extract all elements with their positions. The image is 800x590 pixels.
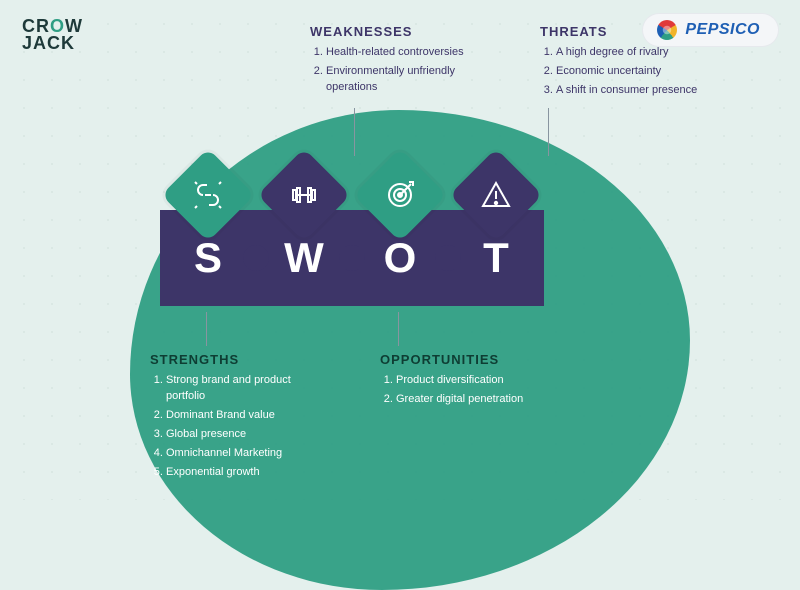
list-item: Exponential growth bbox=[166, 465, 330, 481]
weaknesses-section: WEAKNESSES Health-related controversies E… bbox=[310, 24, 490, 99]
list-item: Dominant Brand value bbox=[166, 408, 330, 424]
weaknesses-list: Health-related controversies Environmenta… bbox=[310, 45, 490, 96]
piece-o: O bbox=[352, 210, 448, 306]
list-item: Omnichannel Marketing bbox=[166, 446, 330, 462]
list-item: Strong brand and product portfolio bbox=[166, 373, 330, 405]
list-item: Greater digital penetration bbox=[396, 392, 523, 408]
list-item: Economic uncertainty bbox=[556, 64, 697, 80]
strengths-list: Strong brand and product portfolio Domina… bbox=[150, 373, 330, 481]
opportunities-list: Product diversification Greater digital p… bbox=[380, 373, 523, 408]
opportunities-title: OPPORTUNITIES bbox=[380, 352, 523, 367]
swot-puzzle-row: S W O bbox=[160, 210, 544, 306]
opportunities-section: OPPORTUNITIES Product diversification Gre… bbox=[380, 352, 523, 411]
letter-s: S bbox=[194, 234, 222, 282]
weaknesses-title: WEAKNESSES bbox=[310, 24, 490, 39]
logo-line2: JACK bbox=[22, 33, 75, 53]
connector-weaknesses bbox=[354, 108, 355, 156]
list-item: A high degree of rivalry bbox=[556, 45, 697, 61]
threats-title: THREATS bbox=[540, 24, 697, 39]
threats-section: THREATS A high degree of rivalry Economic… bbox=[540, 24, 697, 102]
strengths-title: STRENGTHS bbox=[150, 352, 330, 367]
list-item: A shift in consumer presence bbox=[556, 83, 697, 99]
connector-strengths bbox=[206, 312, 207, 346]
piece-w: W bbox=[256, 210, 352, 306]
letter-o: O bbox=[384, 234, 417, 282]
list-item: Health-related controversies bbox=[326, 45, 490, 61]
connector-threats bbox=[548, 108, 549, 156]
list-item: Product diversification bbox=[396, 373, 523, 389]
strengths-section: STRENGTHS Strong brand and product portf… bbox=[150, 352, 330, 484]
connector-opportunities bbox=[398, 312, 399, 346]
list-item: Environmentally unfriendly operations bbox=[326, 64, 490, 96]
crowjack-logo: CROW JACK bbox=[22, 18, 83, 52]
list-item: Global presence bbox=[166, 427, 330, 443]
letter-t: T bbox=[483, 234, 509, 282]
threats-list: A high degree of rivalry Economic uncerta… bbox=[540, 45, 697, 99]
letter-w: W bbox=[284, 234, 324, 282]
piece-t: T bbox=[448, 210, 544, 306]
piece-s: S bbox=[160, 210, 256, 306]
